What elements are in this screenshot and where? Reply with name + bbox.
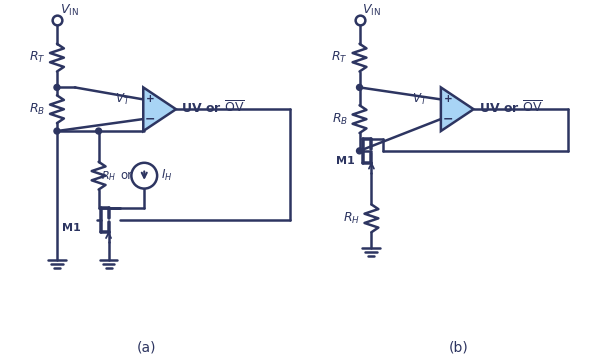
Polygon shape: [441, 87, 473, 131]
Text: +: +: [443, 94, 452, 104]
Circle shape: [356, 148, 362, 154]
Text: $V_{\mathrm{IN}}$: $V_{\mathrm{IN}}$: [362, 2, 382, 17]
Circle shape: [54, 128, 60, 134]
Text: $R_T$: $R_T$: [331, 50, 348, 65]
Text: $V_{\mathrm{IN}}$: $V_{\mathrm{IN}}$: [60, 2, 79, 17]
Text: $V_T$: $V_T$: [115, 92, 130, 107]
Circle shape: [54, 84, 60, 90]
Text: (a): (a): [136, 340, 156, 354]
Text: UV or $\overline{\mathrm{OV}}$: UV or $\overline{\mathrm{OV}}$: [181, 100, 245, 116]
Text: $R_B$: $R_B$: [332, 112, 348, 127]
Text: M1: M1: [336, 156, 355, 166]
Circle shape: [131, 163, 157, 188]
Text: $R_T$: $R_T$: [29, 50, 46, 65]
Polygon shape: [143, 87, 176, 131]
Text: $I_H$: $I_H$: [161, 168, 173, 183]
Text: (b): (b): [449, 340, 469, 354]
Circle shape: [95, 128, 101, 134]
Text: $R_H$: $R_H$: [101, 169, 116, 182]
Text: $R_B$: $R_B$: [29, 102, 45, 117]
Circle shape: [356, 84, 362, 90]
Text: $R_H$: $R_H$: [343, 211, 360, 226]
Text: UV or $\overline{\mathrm{OV}}$: UV or $\overline{\mathrm{OV}}$: [479, 100, 542, 116]
Text: −: −: [443, 112, 453, 126]
Text: M1: M1: [62, 223, 81, 233]
Text: +: +: [146, 94, 155, 104]
Text: −: −: [145, 112, 155, 126]
Text: $V_T$: $V_T$: [412, 92, 428, 107]
Text: or: or: [121, 169, 133, 182]
